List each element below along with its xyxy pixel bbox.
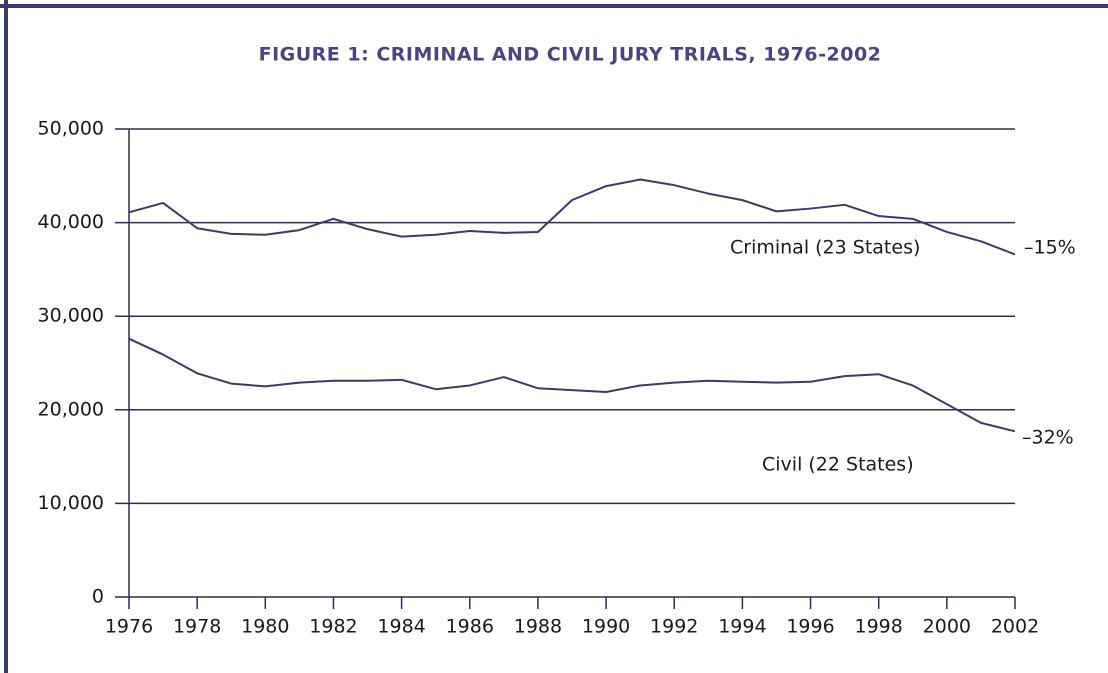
x-tick-label: 1992 — [650, 616, 698, 638]
series-line — [128, 178, 1016, 256]
x-tick-label: 1984 — [377, 616, 425, 638]
x-tick-label: 1988 — [514, 616, 562, 638]
series-change: –32% — [1022, 427, 1074, 449]
series-label: Civil (22 States) — [762, 454, 914, 476]
x-tick-label: 1996 — [786, 616, 834, 638]
series-line — [128, 337, 1016, 433]
series-change: –15% — [1024, 237, 1076, 259]
y-tick-label: 40,000 — [38, 211, 104, 233]
x-tick-label: 1980 — [241, 616, 289, 638]
y-tick-label: 30,000 — [38, 305, 104, 327]
x-tick-label: 1986 — [446, 616, 494, 638]
x-tick-label: 1994 — [718, 616, 766, 638]
x-tick-label: 1982 — [309, 616, 357, 638]
x-tick-label: 1998 — [855, 616, 903, 638]
chart-title: FIGURE 1: CRIMINAL AND CIVIL JURY TRIALS… — [259, 44, 882, 66]
x-tick-label: 1978 — [173, 616, 221, 638]
x-tick-label: 2002 — [991, 616, 1039, 638]
series-label: Criminal (23 States) — [730, 237, 920, 259]
x-tick-label: 1990 — [582, 616, 630, 638]
y-tick-label: 50,000 — [38, 118, 104, 140]
x-tick-label: 2000 — [923, 616, 971, 638]
x-tick-label: 1976 — [105, 616, 153, 638]
y-tick-label: 0 — [92, 586, 104, 608]
y-tick-label: 20,000 — [38, 398, 104, 420]
y-tick-label: 10,000 — [38, 492, 104, 514]
